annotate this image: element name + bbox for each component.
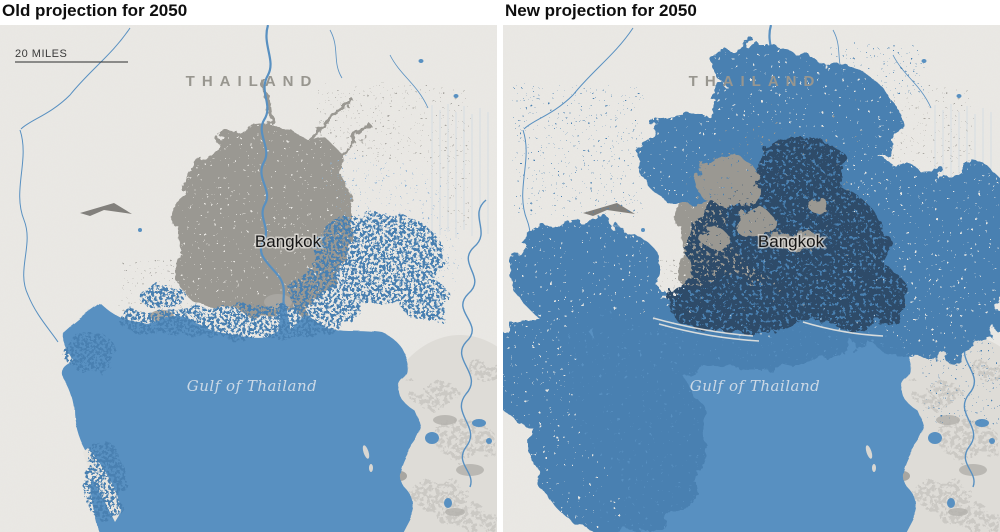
city-label-bangkok: Bangkok	[255, 232, 322, 251]
panel-title-new: New projection for 2050	[505, 1, 697, 20]
panel-new-projection: New projection for 2050	[503, 0, 1000, 532]
urban-remnants-new	[696, 156, 829, 250]
flood-sparse-new	[513, 45, 1000, 420]
new-projection-map: THAILAND Bangkok Gulf of Thailand	[503, 25, 1000, 532]
flood-medium-old	[64, 212, 449, 520]
beach-ridges	[652, 317, 884, 342]
scale-bar: 20 MILES	[15, 48, 128, 63]
panel-title-old: Old projection for 2050	[2, 1, 188, 20]
flood-dark-new	[668, 137, 908, 333]
country-label: THAILAND	[186, 73, 319, 90]
scale-bar-label: 20 MILES	[15, 48, 67, 60]
panel-old-projection: Old projection for 2050	[0, 0, 497, 532]
city-label-bangkok: Bangkok	[758, 232, 825, 251]
new-projection-svg: THAILAND Bangkok Gulf of Thailand	[503, 25, 1000, 532]
gulf-label: Gulf of Thailand	[690, 377, 821, 395]
gulf-label: Gulf of Thailand	[187, 377, 318, 395]
old-projection-map: THAILAND Bangkok Gulf of Thailand 20 MIL…	[0, 25, 497, 532]
old-projection-svg: THAILAND Bangkok Gulf of Thailand 20 MIL…	[0, 25, 497, 532]
country-label: THAILAND	[689, 73, 822, 90]
